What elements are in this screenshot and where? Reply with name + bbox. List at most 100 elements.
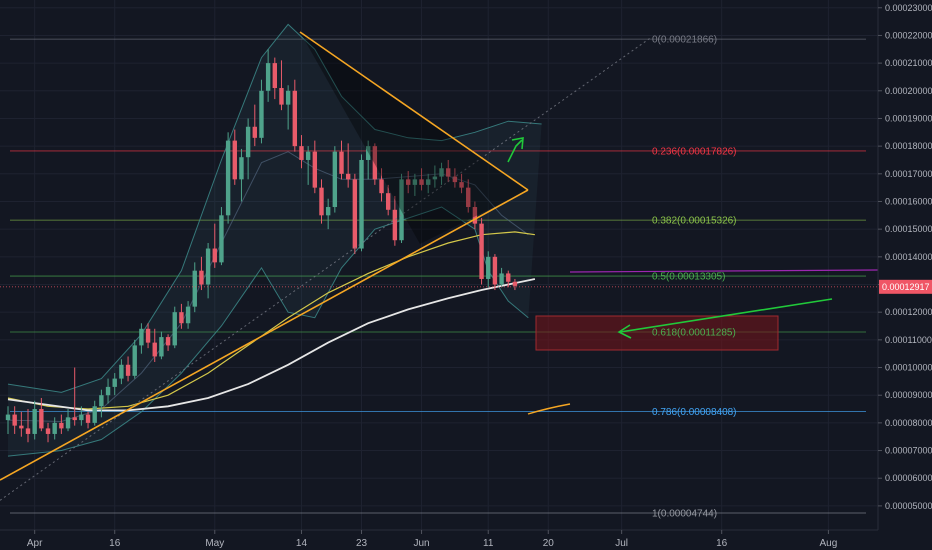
candle-body	[119, 364, 124, 379]
candle-body	[52, 422, 57, 434]
candle-body	[419, 179, 424, 185]
candle-body	[365, 146, 371, 160]
candle-body	[172, 312, 177, 346]
y-tick-label: 0.00012000	[885, 307, 932, 317]
candle-body	[132, 345, 137, 376]
candle-body	[426, 179, 431, 185]
y-tick-label: 0.00006000	[885, 473, 932, 483]
target-zone	[535, 315, 779, 351]
bollinger-lower	[7, 206, 529, 457]
candle-body	[352, 179, 358, 249]
target-arrow-icon	[619, 298, 833, 333]
candle-body	[506, 273, 511, 282]
y-tick-label: 0.00011000	[885, 335, 932, 345]
candle-body	[239, 157, 244, 180]
candle-body	[345, 173, 351, 180]
candle-body	[339, 151, 344, 174]
x-tick-label: 14	[296, 538, 308, 549]
last-price-label: 0.00012917	[882, 282, 930, 292]
candle-body	[392, 209, 398, 241]
x-tick-label: 16	[109, 538, 121, 549]
candle-body	[412, 179, 418, 185]
y-tick-label: 0.00014000	[885, 252, 932, 262]
candle-body	[452, 176, 458, 183]
fib-level-label: 0.618(0.00011285)	[652, 327, 736, 338]
y-tick-label: 0.00019000	[885, 113, 932, 123]
candle-body	[265, 63, 271, 91]
candle-body	[432, 176, 438, 180]
triangle-upper-trendline	[299, 31, 529, 191]
y-tick-label: 0.00015000	[885, 224, 932, 234]
candle-body	[85, 414, 91, 423]
fib-labels: 0(0.00021866) 0.236(0.00017826) 0.382(0.00…	[652, 35, 737, 520]
candle-body	[179, 312, 184, 324]
candle-body	[399, 179, 404, 241]
candle-body	[359, 159, 364, 249]
candle-body	[125, 364, 131, 376]
y-tick-label: 0.00021000	[885, 58, 932, 68]
candle-body	[199, 270, 204, 285]
candle-body	[212, 248, 217, 263]
candle-body	[39, 409, 44, 429]
candle-body	[379, 179, 384, 194]
candle-body	[185, 306, 191, 324]
y-tick-label: 0.00010000	[885, 363, 932, 373]
x-tick-label: Aug	[820, 538, 838, 549]
triangle-fill	[300, 32, 528, 244]
candle-body	[12, 414, 17, 426]
candle-body	[312, 151, 318, 188]
breakout-arrow-icon	[507, 139, 523, 163]
x-tick-label: May	[205, 538, 224, 549]
candle-body	[292, 90, 298, 147]
candle-body	[446, 168, 451, 177]
x-tick-label: Jul	[615, 538, 628, 549]
candle-body	[479, 223, 484, 279]
candle-body	[139, 328, 144, 346]
candle-body	[59, 422, 64, 429]
candle-body	[252, 126, 257, 138]
candle-body	[5, 414, 11, 421]
fib-level-label: 0.786(0.00008408)	[652, 407, 737, 418]
x-tick-label: 11	[483, 538, 494, 549]
fib-level-label: 1(0.00004744)	[652, 508, 717, 519]
candle-body	[499, 273, 504, 285]
candle-body	[72, 417, 77, 421]
y-tick-label: 0.00008000	[885, 418, 932, 428]
projection-stroke	[527, 403, 571, 415]
candle-body	[232, 140, 237, 180]
candle-body	[65, 417, 71, 429]
fib-level-label: 0.236(0.00017826)	[652, 146, 737, 157]
candles	[5, 49, 518, 443]
candle-body	[112, 378, 117, 387]
candle-body	[406, 179, 411, 185]
fib-level-label: 0.5(0.00013305)	[652, 272, 725, 283]
y-tick-label: 0.00018000	[885, 141, 932, 151]
y-tick-label: 0.00007000	[885, 446, 932, 456]
candle-body	[305, 151, 311, 160]
candle-body	[332, 151, 338, 208]
candle-body	[486, 256, 491, 279]
candle-body	[92, 406, 97, 423]
fib-level-label: 0(0.00021866)	[652, 35, 717, 46]
candle-body	[512, 281, 518, 286]
target-zone-box	[535, 315, 779, 351]
candle-body	[385, 193, 391, 210]
x-tick-label: 23	[356, 538, 368, 549]
candle-body	[259, 90, 264, 138]
x-tick-label: 20	[543, 538, 555, 549]
y-tick-label: 0.00023000	[885, 3, 932, 13]
candle-body	[99, 395, 104, 407]
resistance-line	[569, 269, 879, 273]
drawings	[0, 31, 879, 501]
candle-body	[205, 248, 211, 285]
candle-body	[225, 140, 231, 216]
breakout-arrowhead-icon	[511, 137, 524, 150]
candle-body	[325, 207, 331, 216]
x-tick-label: Apr	[27, 538, 43, 549]
y-tick-label: 0.00005000	[885, 501, 932, 511]
target-arrowhead-icon	[617, 324, 632, 339]
candle-body	[372, 146, 378, 180]
